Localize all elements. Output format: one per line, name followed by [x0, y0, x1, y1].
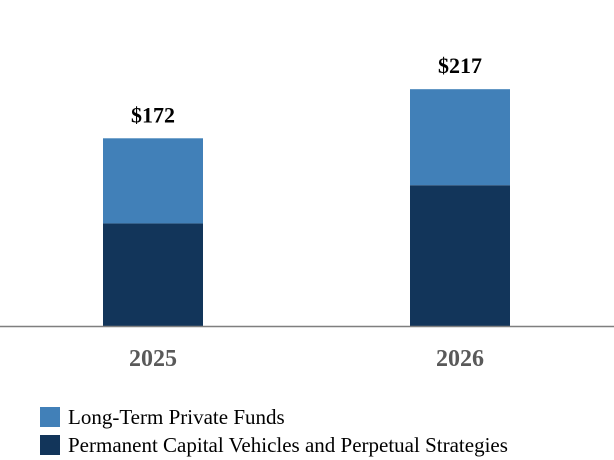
bar-2026-series-1: [410, 89, 510, 186]
legend-label-long-term-private-funds: Long-Term Private Funds: [68, 404, 285, 429]
bar-2026-series-0: [410, 185, 510, 326]
total-label-2026: $217: [438, 53, 482, 78]
x-tick-label-2026: 2026: [436, 346, 484, 372]
total-label-2025: $172: [131, 102, 175, 127]
stacked-bar-chart: $172 2025 $217 2026: [0, 53, 614, 372]
legend-swatch-long-term-private-funds: [40, 407, 60, 427]
legend: Long-Term Private Funds Permanent Capita…: [40, 403, 508, 459]
x-tick-label-2025: 2025: [129, 346, 177, 372]
legend-item-long-term-private-funds: Long-Term Private Funds: [40, 403, 508, 431]
legend-swatch-permanent-capital: [40, 435, 60, 455]
bar-2025-series-1: [103, 138, 203, 224]
legend-label-permanent-capital: Permanent Capital Vehicles and Perpetual…: [68, 432, 508, 457]
bar-2025-series-0: [103, 223, 203, 326]
legend-item-permanent-capital: Permanent Capital Vehicles and Perpetual…: [40, 431, 508, 459]
